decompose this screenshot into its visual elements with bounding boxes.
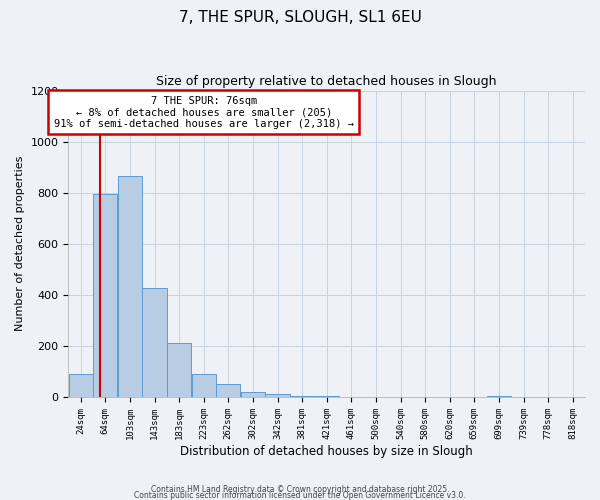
Bar — [118, 176, 142, 397]
Text: 7 THE SPUR: 76sqm
← 8% of detached houses are smaller (205)
91% of semi-detached: 7 THE SPUR: 76sqm ← 8% of detached house… — [54, 96, 354, 129]
Bar — [216, 384, 241, 397]
Bar — [265, 394, 290, 397]
Bar — [290, 396, 314, 397]
Bar — [487, 396, 511, 397]
Text: 7, THE SPUR, SLOUGH, SL1 6EU: 7, THE SPUR, SLOUGH, SL1 6EU — [179, 10, 421, 25]
Bar — [314, 396, 339, 397]
Bar — [68, 374, 93, 397]
Text: Contains public sector information licensed under the Open Government Licence v3: Contains public sector information licen… — [134, 490, 466, 500]
Bar — [241, 392, 265, 397]
X-axis label: Distribution of detached houses by size in Slough: Distribution of detached houses by size … — [181, 444, 473, 458]
Y-axis label: Number of detached properties: Number of detached properties — [15, 156, 25, 332]
Bar — [142, 288, 167, 397]
Title: Size of property relative to detached houses in Slough: Size of property relative to detached ho… — [157, 75, 497, 88]
Bar — [191, 374, 216, 397]
Text: Contains HM Land Registry data © Crown copyright and database right 2025.: Contains HM Land Registry data © Crown c… — [151, 484, 449, 494]
Bar — [167, 344, 191, 397]
Bar — [93, 194, 118, 397]
